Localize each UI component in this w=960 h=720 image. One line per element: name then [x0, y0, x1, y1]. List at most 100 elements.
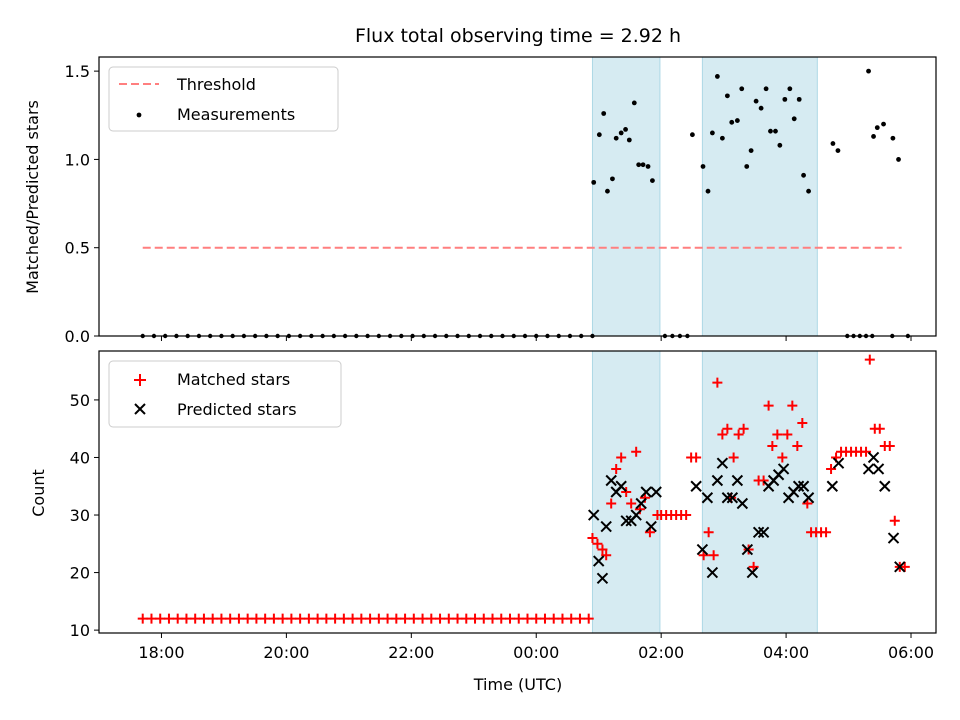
bottom-legend-box: [108, 360, 342, 428]
matched-star-point: [330, 613, 341, 624]
matched-star-point: [728, 452, 739, 463]
predicted-star-point: [736, 497, 749, 510]
measurement-point: [591, 179, 597, 185]
predicted-star-point: [645, 520, 657, 533]
matched-star-point: [548, 613, 559, 624]
measurement-point: [724, 93, 730, 99]
x-tick-label: 02:00: [638, 643, 684, 662]
predicted-star-point: [620, 515, 632, 527]
predicted-star-point: [726, 492, 739, 504]
predicted-star-point: [826, 480, 839, 492]
matched-star-point: [717, 429, 728, 440]
matched-star-point: [172, 613, 183, 624]
matched-star-point: [601, 550, 612, 561]
matched-star-point: [583, 613, 594, 624]
measurement-point: [866, 68, 871, 74]
predicted-star-point: [650, 486, 662, 498]
x-tick-label: 22:00: [388, 643, 434, 662]
matched-star-point: [703, 527, 714, 538]
measurement-point: [631, 100, 637, 106]
legend-matched-swatch: [134, 374, 146, 386]
predicted-star-point: [797, 480, 810, 492]
measurement-point: [787, 86, 793, 92]
matched-star-point: [592, 538, 603, 549]
matched-star-point: [461, 613, 472, 624]
x-tick-label: 18:00: [138, 643, 184, 662]
predicted-star-point: [596, 572, 609, 585]
measurement-point: [709, 130, 715, 136]
matched-star-point: [539, 613, 550, 624]
measurement-point: [763, 86, 769, 92]
x-tick-label: 04:00: [763, 643, 809, 662]
measurement-point: [806, 188, 811, 194]
top-panel-frame: [98, 56, 937, 337]
matched-star-point: [758, 475, 769, 486]
matched-star-point: [513, 613, 524, 624]
predicted-star-point: [832, 457, 845, 469]
matched-star-point: [391, 613, 402, 624]
bottom-shaded-interval-1: [701, 350, 818, 634]
top-y-tick-label: 1.5: [65, 62, 90, 81]
matched-star-point: [303, 613, 314, 624]
matched-star-point: [767, 440, 778, 451]
bottom-y-tick-label: 40: [70, 448, 90, 467]
measurement-point: [734, 118, 740, 123]
matched-star-point: [426, 613, 437, 624]
bottom-y-tick-label: 10: [70, 621, 90, 640]
predicted-star-point: [615, 480, 627, 492]
measurement-point: [650, 178, 655, 184]
bottom-legend: Matched stars Predicted stars: [108, 360, 342, 428]
predicted-star-point: [696, 543, 709, 556]
matched-star-point: [722, 423, 733, 434]
predicted-star-point: [600, 520, 612, 533]
matched-star-point: [738, 423, 749, 434]
measurement-point: [610, 176, 615, 182]
matched-star-point: [777, 452, 788, 463]
matched-star-point: [198, 613, 209, 624]
matched-star-point: [587, 533, 598, 544]
measurement-point: [777, 142, 783, 148]
matched-star-point: [522, 613, 533, 624]
predicted-star-point: [640, 486, 652, 498]
matched-star-point: [260, 613, 271, 624]
matched-star-point: [889, 515, 900, 526]
measurement-point: [782, 96, 788, 102]
predicted-star-point: [716, 457, 729, 469]
matched-star-point: [797, 417, 808, 428]
x-tick-label: 20:00: [263, 643, 309, 662]
predicted-star-point: [802, 492, 815, 504]
matched-star-point: [478, 613, 489, 624]
measurement-point: [626, 137, 632, 143]
predicted-star-point: [777, 463, 790, 475]
matched-star-point: [435, 613, 446, 624]
predicted-star-point: [711, 474, 724, 487]
matched-star-point: [826, 463, 837, 474]
measurement-point: [744, 164, 750, 169]
predicted-star-point: [792, 480, 805, 492]
matched-star-point: [772, 429, 783, 440]
measurement-point: [714, 74, 720, 79]
matched-star-point: [861, 446, 872, 457]
matched-star-point: [295, 613, 306, 624]
top-panel: 0.0 0.5 1.0 1.5 Matched/Predicted stars Thr…: [23, 56, 937, 346]
measurement-point: [636, 162, 642, 168]
measurement-point: [719, 135, 725, 141]
matched-star-point: [382, 613, 393, 624]
measurement-point: [874, 125, 880, 131]
legend-measurements-label: Measurements: [177, 105, 295, 124]
bottom-y-axis-label: Count: [29, 469, 48, 517]
matched-star-point: [782, 429, 793, 440]
legend-matched-label: Matched stars: [177, 370, 290, 389]
x-axis-label: Time (UTC): [473, 675, 562, 694]
chart-title: Flux total observing time = 2.92 h: [355, 25, 681, 47]
predicted-star-point: [894, 561, 906, 573]
bottom-y-tick-label: 30: [70, 506, 90, 525]
predicted-star-point: [706, 566, 719, 579]
measurement-point: [689, 132, 695, 138]
top-y-tick-label: 0.5: [65, 239, 90, 258]
matched-star-point: [417, 613, 428, 624]
predicted-star-point: [757, 526, 770, 538]
matched-star-point: [365, 613, 376, 624]
x-tick-label: 00:00: [513, 643, 559, 662]
matched-star-point: [566, 613, 577, 624]
